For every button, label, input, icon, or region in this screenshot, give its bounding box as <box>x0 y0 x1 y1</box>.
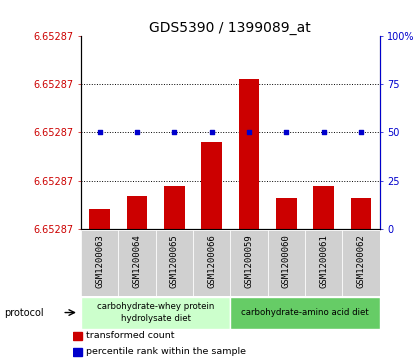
Text: GSM1200061: GSM1200061 <box>319 234 328 288</box>
Bar <box>201 142 222 229</box>
Text: transformed count: transformed count <box>86 331 175 340</box>
Text: GSM1200065: GSM1200065 <box>170 234 179 288</box>
Text: GSM1200066: GSM1200066 <box>207 234 216 288</box>
FancyBboxPatch shape <box>230 297 380 329</box>
FancyBboxPatch shape <box>268 230 305 296</box>
Point <box>134 130 140 135</box>
FancyBboxPatch shape <box>118 230 156 296</box>
Bar <box>164 186 185 229</box>
Title: GDS5390 / 1399089_at: GDS5390 / 1399089_at <box>149 21 311 35</box>
Point <box>208 130 215 135</box>
Text: GSM1200064: GSM1200064 <box>132 234 142 288</box>
Text: carbohydrate-amino acid diet: carbohydrate-amino acid diet <box>241 308 369 317</box>
FancyBboxPatch shape <box>230 230 268 296</box>
FancyBboxPatch shape <box>305 230 342 296</box>
FancyBboxPatch shape <box>81 297 230 329</box>
Text: protocol: protocol <box>4 307 44 318</box>
FancyBboxPatch shape <box>81 230 118 296</box>
FancyBboxPatch shape <box>193 230 230 296</box>
Text: GSM1200059: GSM1200059 <box>244 234 254 288</box>
Text: GSM1200060: GSM1200060 <box>282 234 291 288</box>
Point <box>320 130 327 135</box>
Bar <box>73 348 82 356</box>
Bar <box>73 332 82 340</box>
Bar <box>276 198 297 229</box>
Point <box>283 130 290 135</box>
Text: GSM1200063: GSM1200063 <box>95 234 104 288</box>
Bar <box>127 196 147 229</box>
Point <box>96 130 103 135</box>
Text: GSM1200062: GSM1200062 <box>356 234 366 288</box>
Point <box>171 130 178 135</box>
Bar <box>89 209 110 229</box>
Text: percentile rank within the sample: percentile rank within the sample <box>86 347 247 356</box>
Bar <box>313 186 334 229</box>
Bar <box>239 79 259 229</box>
Point <box>246 130 252 135</box>
FancyBboxPatch shape <box>342 230 380 296</box>
Point <box>358 130 364 135</box>
FancyBboxPatch shape <box>156 230 193 296</box>
Text: carbohydrate-whey protein
hydrolysate diet: carbohydrate-whey protein hydrolysate di… <box>97 302 214 323</box>
Bar <box>351 198 371 229</box>
